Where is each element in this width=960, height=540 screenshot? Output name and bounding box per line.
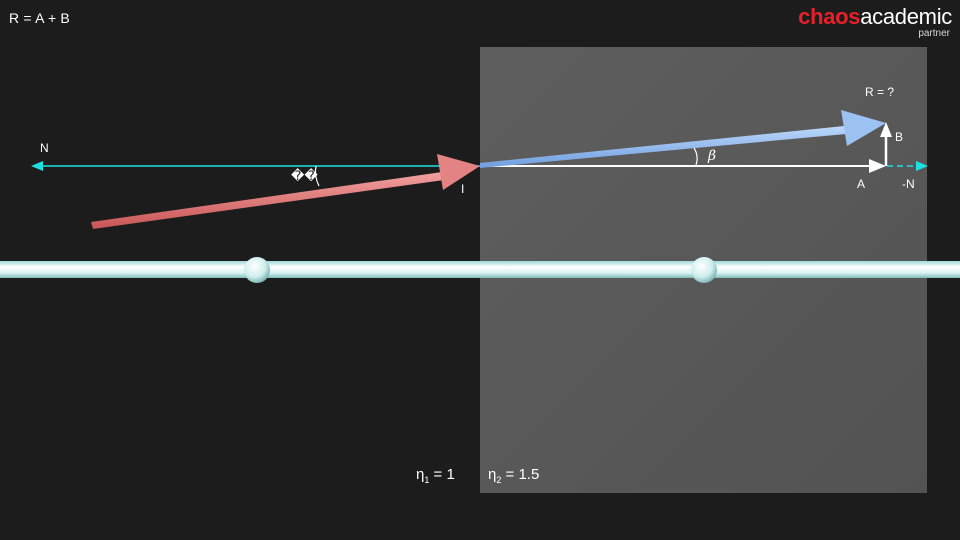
negative-normal-line: [887, 161, 928, 171]
result-query-label: R = ?: [865, 85, 894, 99]
negative-normal-arrowhead-icon: [916, 161, 928, 171]
tube-bead-right: [691, 257, 717, 283]
formula-text: R = A + B: [9, 10, 70, 26]
incident-ray: [91, 154, 480, 229]
beta-angle-label: β: [707, 148, 716, 164]
eta2-label: η2 = 1.5: [488, 466, 539, 485]
eta1-value: = 1: [433, 466, 455, 483]
tube-bead-left: [244, 257, 270, 283]
eta1-index: 1: [424, 475, 430, 485]
negative-normal-label: -N: [902, 177, 915, 191]
eta1-label: η1 = 1: [416, 466, 455, 485]
vector-b-label: B: [895, 130, 903, 144]
refracted-ray: [480, 110, 886, 168]
eta2-index: 2: [496, 475, 502, 485]
incidence-point-label: I: [461, 182, 464, 196]
normal-line: [31, 161, 480, 171]
alpha-angle-label: ��: [291, 167, 318, 184]
surface-tube: [0, 257, 960, 283]
eta2-value: = 1.5: [505, 466, 540, 483]
logo-subtitle: partner: [918, 28, 950, 39]
eta1-symbol: η: [416, 466, 425, 483]
eta2-symbol: η: [488, 466, 497, 483]
vector-a-arrowhead-icon: [869, 159, 886, 173]
normal-arrowhead-icon: [31, 161, 43, 171]
vector-b-arrowhead-icon: [880, 122, 892, 137]
incident-ray-arrowhead-icon: [437, 154, 480, 190]
chaos-academic-logo: chaosacademic partner: [798, 6, 952, 39]
alpha-angle-arc-icon: [314, 165, 320, 187]
vector-a: [480, 159, 886, 173]
vector-a-label: A: [857, 177, 865, 191]
vector-b: [880, 122, 892, 166]
logo-word-academic: academic: [860, 4, 952, 29]
normal-label: N: [40, 141, 49, 155]
logo-word-chaos: chaos: [798, 4, 861, 29]
beta-angle-arc-icon: [693, 147, 698, 166]
refracted-ray-arrowhead-icon: [841, 110, 886, 146]
